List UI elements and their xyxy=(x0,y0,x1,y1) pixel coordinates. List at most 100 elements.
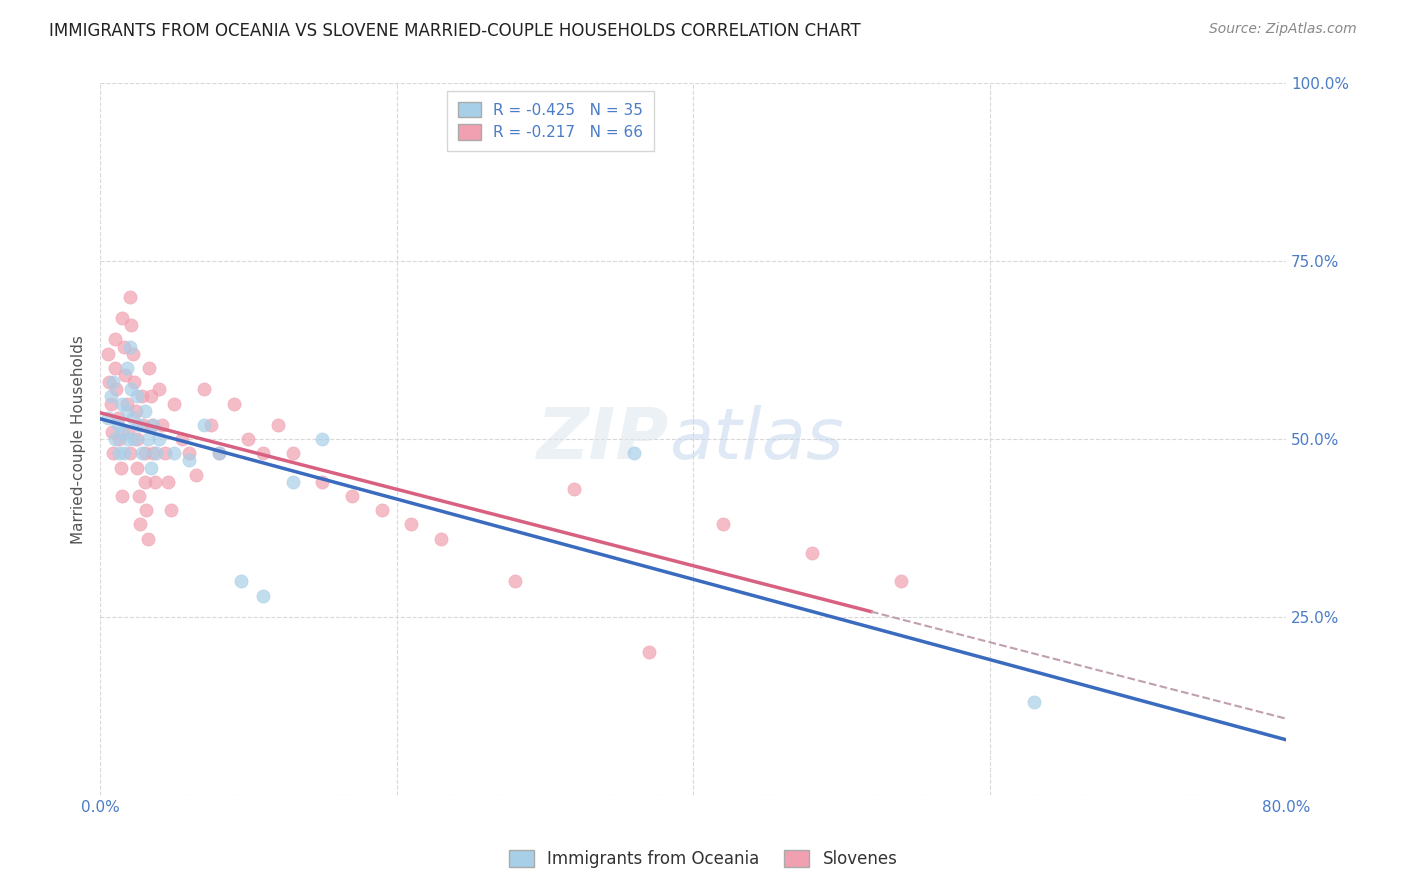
Point xyxy=(311,432,333,446)
Point xyxy=(564,482,586,496)
Point xyxy=(104,432,127,446)
Point xyxy=(136,432,159,446)
Point xyxy=(222,396,245,410)
Point xyxy=(134,446,156,460)
Point xyxy=(340,489,363,503)
Point xyxy=(281,446,304,460)
Point xyxy=(111,489,134,503)
Legend: Immigrants from Oceania, Slovenes: Immigrants from Oceania, Slovenes xyxy=(502,843,904,875)
Point xyxy=(145,446,167,460)
Point xyxy=(711,517,734,532)
Point xyxy=(103,375,125,389)
Point xyxy=(121,347,143,361)
Point xyxy=(160,503,183,517)
Point xyxy=(150,417,173,432)
Point xyxy=(252,446,274,460)
Point xyxy=(115,360,138,375)
Point xyxy=(177,453,200,467)
Point xyxy=(128,417,150,432)
Point xyxy=(134,475,156,489)
Point xyxy=(100,389,122,403)
Point xyxy=(129,517,152,532)
Text: atlas: atlas xyxy=(669,405,844,474)
Point xyxy=(103,446,125,460)
Point xyxy=(208,446,231,460)
Point xyxy=(118,340,141,354)
Point xyxy=(170,432,193,446)
Point xyxy=(200,417,222,432)
Point xyxy=(281,475,304,489)
Point xyxy=(131,446,153,460)
Point xyxy=(142,417,165,432)
Point xyxy=(163,446,186,460)
Point xyxy=(401,517,423,532)
Point xyxy=(127,432,149,446)
Point xyxy=(122,375,145,389)
Point xyxy=(267,417,290,432)
Point xyxy=(104,360,127,375)
Text: IMMIGRANTS FROM OCEANIA VS SLOVENE MARRIED-COUPLE HOUSEHOLDS CORRELATION CHART: IMMIGRANTS FROM OCEANIA VS SLOVENE MARRI… xyxy=(49,22,860,40)
Point xyxy=(118,446,141,460)
Point xyxy=(104,333,127,347)
Point xyxy=(111,425,134,439)
Point xyxy=(120,318,142,333)
Point xyxy=(115,403,138,417)
Point xyxy=(125,403,148,417)
Point xyxy=(115,396,138,410)
Point xyxy=(623,446,645,460)
Point xyxy=(186,467,208,482)
Point xyxy=(107,410,129,425)
Y-axis label: Married-couple Households: Married-couple Households xyxy=(72,334,86,543)
Point xyxy=(121,410,143,425)
Point xyxy=(114,368,136,382)
Point xyxy=(208,446,231,460)
Point xyxy=(117,432,139,446)
Point xyxy=(96,347,118,361)
Point xyxy=(1022,695,1045,709)
Point xyxy=(503,574,526,589)
Point xyxy=(100,396,122,410)
Point xyxy=(132,417,155,432)
Point xyxy=(139,389,162,403)
Legend: R = -0.425   N = 35, R = -0.217   N = 66: R = -0.425 N = 35, R = -0.217 N = 66 xyxy=(447,91,654,151)
Point xyxy=(108,432,131,446)
Point xyxy=(134,403,156,417)
Point xyxy=(131,389,153,403)
Point xyxy=(430,532,453,546)
Point xyxy=(101,425,124,439)
Point xyxy=(111,396,134,410)
Point xyxy=(107,417,129,432)
Point xyxy=(136,532,159,546)
Point xyxy=(135,503,157,517)
Point xyxy=(143,475,166,489)
Point xyxy=(112,446,135,460)
Point xyxy=(252,589,274,603)
Point xyxy=(118,290,141,304)
Point xyxy=(163,396,186,410)
Point xyxy=(127,389,149,403)
Point xyxy=(98,375,121,389)
Point xyxy=(238,432,260,446)
Point xyxy=(177,446,200,460)
Point xyxy=(105,382,128,396)
Point xyxy=(120,382,142,396)
Point xyxy=(157,475,180,489)
Point xyxy=(122,432,145,446)
Point xyxy=(155,446,177,460)
Point xyxy=(108,446,131,460)
Text: ZIP: ZIP xyxy=(537,405,669,474)
Point xyxy=(193,417,215,432)
Point xyxy=(371,503,394,517)
Point xyxy=(111,311,134,326)
Point xyxy=(117,425,139,439)
Point xyxy=(148,432,170,446)
Point xyxy=(128,489,150,503)
Point xyxy=(148,382,170,396)
Point xyxy=(127,460,149,475)
Point xyxy=(142,446,165,460)
Point xyxy=(110,460,132,475)
Point xyxy=(890,574,912,589)
Point xyxy=(800,546,823,560)
Point xyxy=(141,417,163,432)
Point xyxy=(112,340,135,354)
